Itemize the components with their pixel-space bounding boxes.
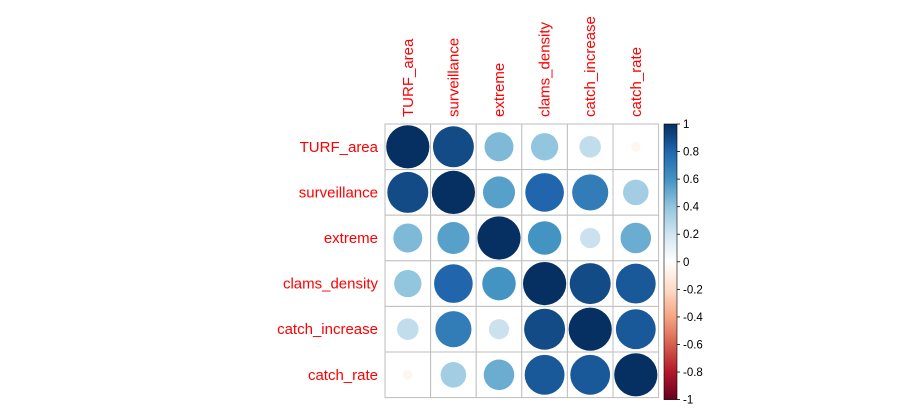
colorbar-tick-label: -0.8 bbox=[683, 367, 703, 379]
column-label: extreme bbox=[491, 63, 508, 117]
column-label: TURF_area bbox=[400, 38, 417, 117]
correlation-circle bbox=[386, 125, 430, 169]
colorbar-tick-label: 0.2 bbox=[683, 229, 699, 241]
correlation-circle bbox=[569, 263, 611, 305]
colorbar-tick-label: -0.2 bbox=[683, 284, 703, 296]
correlation-circle bbox=[525, 173, 564, 212]
colorbar-tick-label: 0.8 bbox=[683, 147, 699, 159]
correlation-circle bbox=[615, 263, 656, 304]
correlation-circle bbox=[523, 262, 567, 306]
correlation-circle bbox=[524, 354, 565, 395]
colorbar-tick-label: -1 bbox=[683, 395, 693, 407]
row-label: extreme bbox=[324, 230, 378, 247]
correlation-circle bbox=[482, 176, 516, 209]
correlation-circle bbox=[614, 353, 658, 397]
row-label: surveillance bbox=[299, 184, 378, 201]
correlation-circle bbox=[434, 264, 473, 303]
correlation-circle bbox=[482, 266, 516, 301]
correlation-circle bbox=[397, 318, 419, 341]
correlation-circle bbox=[620, 222, 652, 254]
correlation-circle bbox=[572, 174, 609, 211]
colorbar-tick-label: -0.4 bbox=[683, 312, 703, 324]
row-labels: TURF_area surveillance extreme clams_densit… bbox=[277, 139, 379, 384]
column-label: catch_rate bbox=[628, 47, 645, 117]
colorbar-tick-label: 1 bbox=[683, 119, 689, 131]
colorbar-tick-label: 0.4 bbox=[683, 202, 700, 214]
colorbar-tick-label: 0 bbox=[683, 257, 689, 269]
correlation-circle bbox=[568, 307, 612, 351]
correlation-circle bbox=[527, 221, 562, 255]
correlation-circle bbox=[524, 308, 566, 350]
correlation-circle bbox=[431, 170, 475, 214]
correlation-circle bbox=[623, 179, 649, 206]
colorbar-tick-label: 0.6 bbox=[683, 174, 699, 186]
row-label: catch_increase bbox=[277, 321, 378, 338]
row-label: clams_density bbox=[283, 276, 379, 293]
colorbar: 1 0.8 0.6 0.4 0.2 0 -0.2 -0.4 -0.6 -0.8 -1 bbox=[663, 119, 703, 407]
column-labels: TURF_area surveillance extreme clams_densit… bbox=[400, 16, 645, 117]
correlation-circle bbox=[579, 136, 601, 158]
correlation-circle bbox=[402, 369, 413, 380]
row-label: catch_rate bbox=[308, 367, 378, 384]
correlation-circle bbox=[530, 133, 559, 161]
colorbar-gradient bbox=[663, 123, 678, 400]
correlation-circle bbox=[432, 126, 474, 168]
correlation-circle bbox=[435, 311, 472, 348]
correlation-circle bbox=[440, 362, 467, 388]
column-label: catch_increase bbox=[582, 16, 599, 117]
plot-cells bbox=[384, 123, 660, 399]
correlation-circle bbox=[437, 221, 470, 255]
correlation-circle bbox=[630, 141, 641, 152]
correlation-circle bbox=[488, 319, 510, 340]
correlation-circle bbox=[393, 223, 423, 253]
correlation-circle bbox=[483, 359, 515, 391]
colorbar-tick-label: -0.6 bbox=[683, 339, 703, 351]
correlation-circle bbox=[484, 132, 514, 162]
column-label: clams_density bbox=[537, 21, 554, 117]
correlation-circle bbox=[477, 216, 521, 260]
correlation-circle bbox=[387, 171, 429, 213]
column-label: surveillance bbox=[445, 38, 462, 117]
correlation-circle bbox=[394, 269, 422, 298]
correlation-circle bbox=[570, 354, 611, 395]
correlation-circle bbox=[580, 227, 601, 249]
row-label: TURF_area bbox=[300, 139, 379, 156]
correlation-circle bbox=[615, 309, 656, 350]
